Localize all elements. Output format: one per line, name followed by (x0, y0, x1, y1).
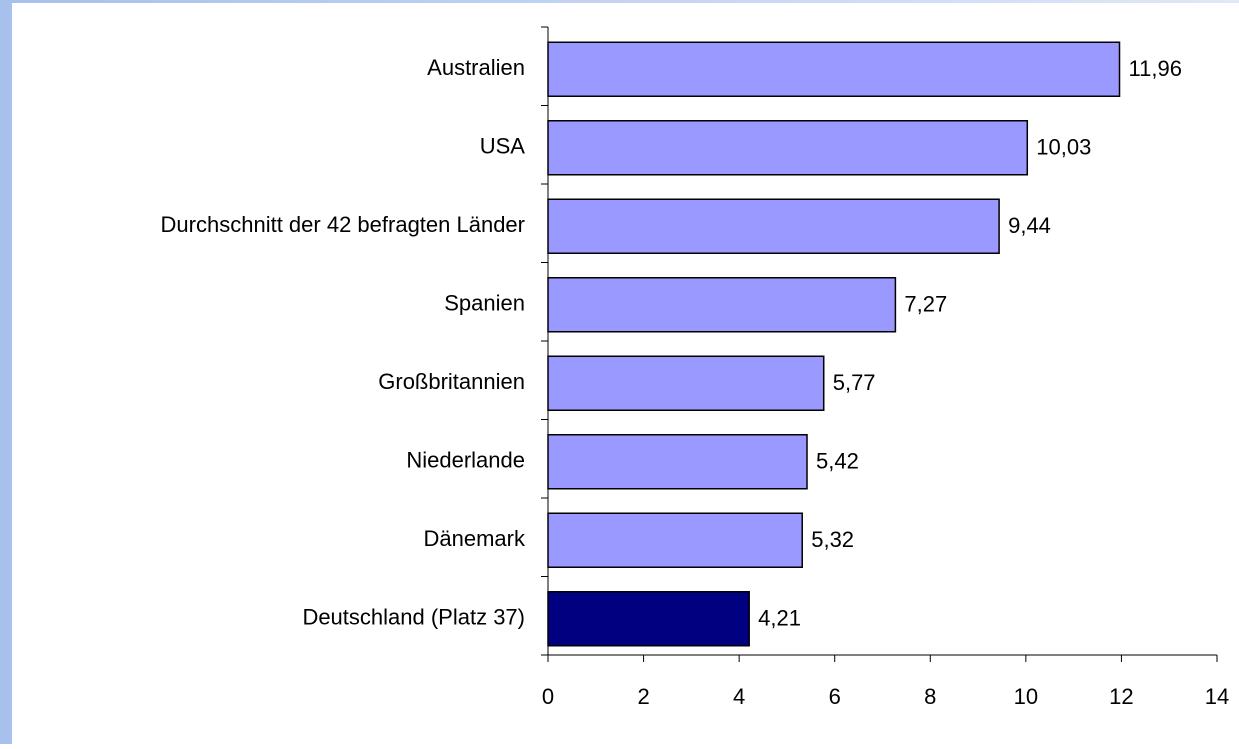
y-tick-label: Australien (427, 55, 525, 80)
bar (547, 591, 750, 647)
value-label: 4,21 (758, 606, 801, 631)
bar (547, 277, 897, 333)
value-label: 5,77 (833, 370, 876, 395)
y-tick-label: Niederlande (406, 448, 525, 473)
value-label: 11,96 (1129, 56, 1182, 81)
x-tick-label: 8 (924, 684, 936, 709)
x-tick-label: 4 (733, 684, 745, 709)
bar (547, 41, 1121, 97)
bar (547, 512, 803, 568)
value-label: 5,42 (816, 449, 859, 474)
x-tick-label: 12 (1109, 684, 1133, 709)
bar (547, 198, 1000, 254)
value-label: 10,03 (1036, 135, 1091, 160)
x-tick-label: 10 (1014, 684, 1038, 709)
value-label: 9,44 (1008, 213, 1051, 238)
x-tick-label: 6 (829, 684, 841, 709)
x-tick-label: 14 (1205, 684, 1229, 709)
x-tick-label: 0 (542, 684, 554, 709)
bar (547, 120, 1029, 176)
x-tick-label: 2 (637, 684, 649, 709)
y-tick-label: Durchschnitt der 42 befragten Länder (161, 212, 525, 237)
y-tick-label: Dänemark (424, 526, 526, 551)
y-tick-label: Spanien (444, 291, 525, 316)
bar (547, 355, 825, 411)
bar (547, 434, 808, 490)
value-label: 7,27 (904, 292, 947, 317)
value-label: 5,32 (811, 527, 854, 552)
y-tick-label: Deutschland (Platz 37) (302, 605, 525, 630)
y-tick-label: Großbritannien (378, 369, 525, 394)
y-tick-label: USA (480, 134, 526, 159)
